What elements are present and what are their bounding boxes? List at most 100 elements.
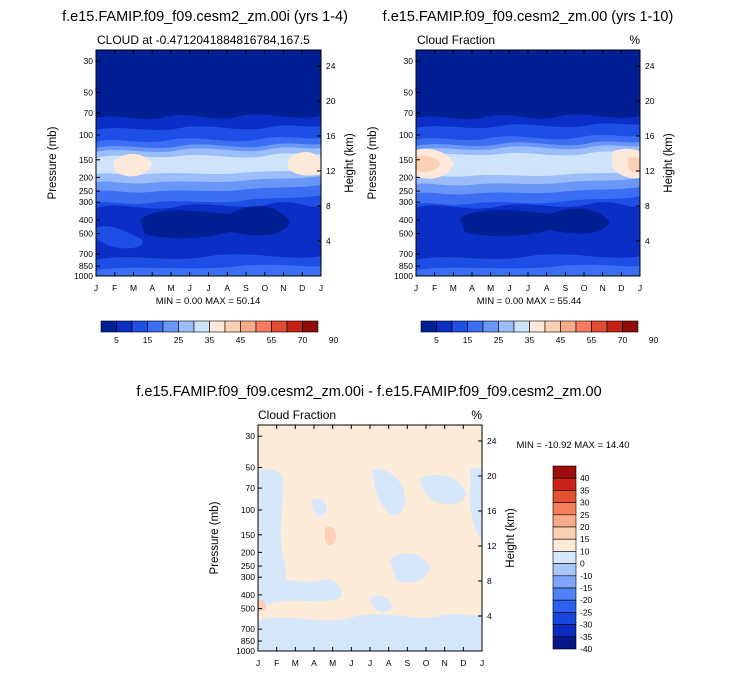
panel-a: f.e15.FAMIP.f09_f09.cesm2_zm.00i (yrs 1-…	[47, 9, 356, 345]
panel-c-pressure-label: 200	[241, 547, 255, 557]
panel-a-month-label: O	[261, 283, 268, 293]
colorbar-label: -10	[580, 571, 593, 581]
panel-a-pressure-label: 100	[79, 130, 93, 140]
panel-b-month-label: D	[618, 283, 624, 293]
colorbar-label: 40	[580, 473, 590, 483]
panel-a-pressure-label: 700	[79, 249, 93, 259]
colorbar-label: 25	[494, 335, 504, 345]
panel-c-height-label: 8	[487, 576, 492, 586]
panel-b-pressure-label: 100	[399, 130, 413, 140]
colorbar-label: 30	[580, 498, 590, 508]
panel-b-month-label: J	[526, 283, 530, 293]
panel-b-month-label: M	[487, 283, 494, 293]
panel-c-pressure-label: 400	[241, 590, 255, 600]
panel-b-pressure-label: 500	[399, 229, 413, 239]
panel-b-pressure-label: 50	[404, 87, 414, 97]
colorbar-swatch	[622, 320, 639, 333]
colorbar-swatch	[552, 514, 577, 528]
colorbar-label: 35	[205, 335, 215, 345]
colorbar-swatch	[552, 563, 577, 577]
colorbar-label: 15	[143, 335, 153, 345]
panel-a-pressure-label: 70	[84, 108, 94, 118]
panel-a-pressure-label: 150	[79, 155, 93, 165]
panel-c-month-label: J	[480, 658, 484, 668]
panel-b-pressure-label: 700	[399, 249, 413, 259]
colorbar-label: 55	[587, 335, 597, 345]
panel-c-left-header: Cloud Fraction	[258, 408, 336, 422]
colorbar-label: 20	[580, 522, 590, 532]
panel-b-height-label: 8	[645, 201, 650, 211]
panel-c-month-label: J	[256, 658, 260, 668]
panel-b-left-header: Cloud Fraction	[417, 33, 495, 47]
colorbar-swatch	[552, 612, 577, 625]
colorbar-swatch	[255, 320, 272, 333]
panel-b-pressure-label: 400	[399, 215, 413, 225]
panel-b-pressure-label: 1000	[394, 271, 413, 281]
colorbar-swatch	[451, 320, 468, 333]
panel-c-pressure-label: 30	[246, 431, 256, 441]
panel-a-height-label: 4	[326, 236, 331, 246]
panel-b-height-label: 24	[645, 61, 655, 71]
panel-a-stats: MIN = 0.00 MAX = 50.14	[156, 296, 261, 307]
panel-c-height-label: 24	[487, 436, 497, 446]
colorbar-swatch	[131, 320, 148, 333]
panel-b-pressure-label: 150	[399, 155, 413, 165]
colorbar-swatch	[552, 477, 577, 491]
panel-b-height-label: 4	[645, 236, 650, 246]
colorbar-swatch	[420, 320, 437, 333]
colorbar-swatch	[552, 490, 577, 503]
panel-b-height-axis-label: Height (km)	[663, 133, 675, 193]
panel-b-month-label: J	[507, 283, 511, 293]
panel-c-month-label: F	[274, 658, 279, 668]
panel-b-pressure-label: 30	[404, 56, 414, 66]
panel-b-height-label: 16	[645, 131, 655, 141]
panel-b-height-label: 20	[645, 96, 655, 106]
panel-b-month-label: A	[544, 283, 550, 293]
colorbar-label: 10	[580, 546, 590, 556]
panel-c-height-label: 12	[487, 541, 497, 551]
panel-b-right-header: %	[629, 33, 640, 47]
colorbar-swatch	[100, 320, 117, 333]
panel-b-month-label: O	[581, 283, 588, 293]
colorbar-label: -15	[580, 583, 593, 593]
panel-c-field	[258, 425, 482, 651]
colorbar-swatch	[591, 320, 608, 333]
panel-b-field	[416, 50, 640, 276]
colorbar-swatch	[513, 320, 530, 333]
panel-b-month-label: A	[469, 283, 475, 293]
colorbar-label: 5	[114, 335, 119, 345]
colorbar-swatch	[224, 320, 241, 333]
colorbar-swatch	[544, 320, 561, 333]
colorbar-label: 25	[580, 510, 590, 520]
colorbar-swatch	[271, 320, 288, 333]
colorbar-swatch	[302, 320, 319, 333]
panel-c-month-label: M	[329, 658, 336, 668]
panel-c: f.e15.FAMIP.f09_f09.cesm2_zm.00i - f.e15…	[136, 384, 629, 668]
colorbar-label: -35	[580, 632, 593, 642]
panel-a-pressure-label: 50	[84, 87, 94, 97]
panel-b-pressure-label: 200	[399, 172, 413, 182]
colorbar-swatch	[552, 575, 577, 589]
panel-a-left-header: CLOUD at -0.4712041884816784,167.5	[97, 33, 310, 47]
panel-c-month-label: S	[404, 658, 410, 668]
colorbar-swatch	[482, 320, 499, 333]
panel-a-pressure-label: 250	[79, 186, 93, 196]
colorbar-swatch	[116, 320, 133, 333]
panel-c-pressure-label: 1000	[236, 646, 255, 656]
panel-a-title: f.e15.FAMIP.f09_f09.cesm2_zm.00i (yrs 1-…	[62, 9, 348, 25]
panel-c-stats: MIN = -10.92 MAX = 14.40	[516, 440, 629, 451]
panel-c-pressure-label: 700	[241, 624, 255, 634]
colorbar-swatch	[467, 320, 484, 333]
colorbar-swatch	[552, 502, 577, 516]
colorbar-label: 15	[580, 534, 590, 544]
panel-a-month-label: D	[299, 283, 305, 293]
panel-b-month-label: M	[450, 283, 457, 293]
colorbar-swatch	[436, 320, 453, 333]
colorbar-label: 90	[329, 335, 339, 345]
panel-a-month-label: A	[149, 283, 155, 293]
colorbar-label: 55	[267, 335, 277, 345]
